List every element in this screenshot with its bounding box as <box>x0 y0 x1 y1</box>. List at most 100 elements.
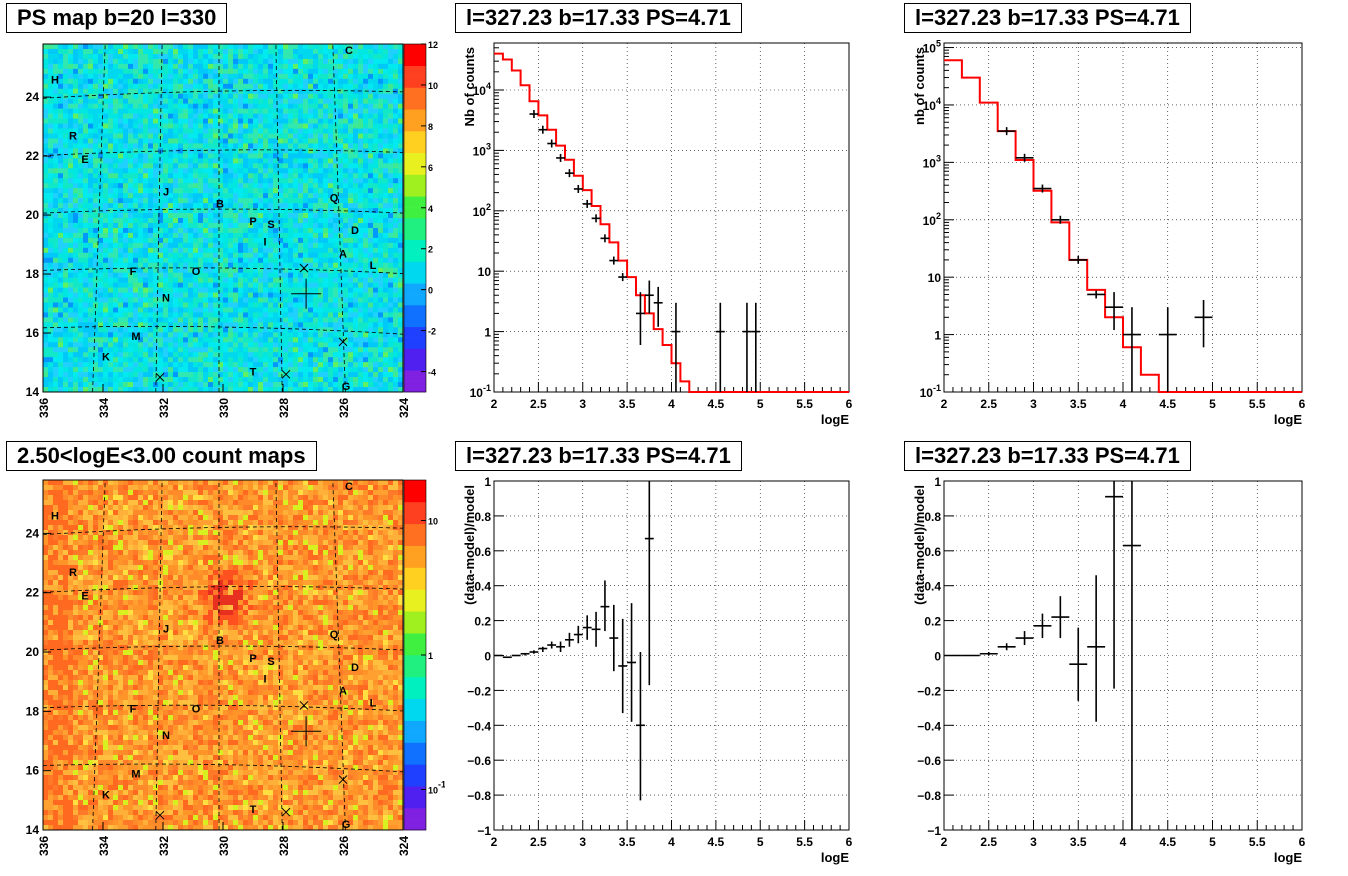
spectrum-title-2: l=327.23 b=17.33 PS=4.71 <box>904 3 1191 33</box>
data-point <box>671 302 681 392</box>
data-point <box>556 641 565 653</box>
y-tick-label: 0 <box>934 650 941 664</box>
x-tick-label: 2 <box>491 397 498 411</box>
chart-grid <box>493 43 850 393</box>
source-label-K: K <box>102 789 110 801</box>
spectrum-chart-1: 2 2.5 3 3.5 4 4.5 5 5.5 610-1110102103104logENb … <box>462 42 853 427</box>
y-tick-label: 0.6 <box>474 545 491 559</box>
color-palette <box>404 480 426 831</box>
palette-tick-label: 10 <box>428 516 438 526</box>
source-label-N: N <box>162 293 170 305</box>
source-label-S: S <box>267 656 274 668</box>
source-label-M: M <box>131 331 140 343</box>
data-point <box>979 652 998 656</box>
model-histogram <box>494 52 849 393</box>
candidate-marker <box>291 278 322 309</box>
x-tick-label: 2.5 <box>980 397 997 411</box>
x-tick-label: 6 <box>1299 397 1306 411</box>
x-tick-label: 3.5 <box>619 397 636 411</box>
map1-title: PS map b=20 l=330 <box>6 3 228 33</box>
source-label-F: F <box>130 266 137 278</box>
data-point <box>1015 153 1034 162</box>
spectrum-chart-2: 2 2.5 3 3.5 4 4.5 5 5.5 610-1110102103104105logE… <box>912 39 1306 427</box>
y-tick-label: 0.2 <box>924 615 941 629</box>
x-tick-label: 3 <box>579 397 586 411</box>
data-point <box>547 641 557 649</box>
y-tick-label: 0.8 <box>474 510 491 524</box>
data-point <box>600 580 610 632</box>
x-tick-label: 2.5 <box>530 397 547 411</box>
source-label-G: G <box>342 819 351 831</box>
palette-tick-label: 1 <box>428 651 433 661</box>
palette-tick-label: 8 <box>428 122 433 132</box>
data-point <box>1158 307 1177 392</box>
chart-grid <box>493 480 850 831</box>
data-point <box>520 652 530 656</box>
y-axis-label: Nb of counts <box>462 47 477 126</box>
y-tick-label: 10 <box>478 265 492 279</box>
y-tick-label: −0.8 <box>917 789 941 803</box>
x-axis-label: logE <box>821 850 849 865</box>
palette-tick-label: 10 <box>428 81 438 91</box>
source-label-H: H <box>51 511 59 523</box>
source-label-L: L <box>370 697 377 709</box>
data-point <box>591 611 601 647</box>
x-tick-label: 5.5 <box>1249 397 1266 411</box>
y-tick-label: 10-1 <box>920 383 941 400</box>
y-tick-label: 20 <box>26 208 40 222</box>
cross-marker <box>299 701 309 710</box>
x-tick-label: 5 <box>1209 397 1216 411</box>
x-tick-label: 3.5 <box>1070 835 1087 849</box>
residual-chart-2: 2 2.5 3 3.5 4 4.5 5 5.5 6 −1 −0.8 −0.6 −0.4 −0.2 0 0.2 0… <box>912 475 1306 865</box>
data-point <box>609 604 619 672</box>
cross-marker <box>299 263 309 273</box>
map-graticule <box>42 43 404 393</box>
cross-marker <box>155 372 165 382</box>
palette-tick-label: 4 <box>428 204 433 214</box>
data-point <box>1069 627 1088 701</box>
source-label-I: I <box>263 674 266 686</box>
source-label-O: O <box>192 703 201 715</box>
source-label-A: A <box>339 248 347 260</box>
x-tick-label: 5.5 <box>796 397 813 411</box>
x-tick-label: 3 <box>1030 397 1037 411</box>
palette-frame <box>403 43 427 393</box>
x-tick-label: 5.5 <box>1249 835 1266 849</box>
data-point <box>1051 596 1070 639</box>
data-point <box>1051 215 1070 224</box>
y-tick-label: 1 <box>934 475 941 489</box>
data-point <box>1123 307 1141 392</box>
map2-title: 2.50<logE<3.00 count maps <box>6 441 317 471</box>
model-histogram <box>944 59 1302 393</box>
x-tick-label: 4 <box>1120 397 1127 411</box>
source-label-P: P <box>249 216 256 228</box>
data-point <box>556 153 565 162</box>
y-tick-label: −1 <box>477 824 491 838</box>
y-tick-label: 18 <box>26 267 40 281</box>
y-tick-label: 22 <box>26 149 40 163</box>
data-point <box>636 652 645 801</box>
y-tick-label: −0.8 <box>467 789 491 803</box>
x-tick-label: 4 <box>668 835 675 849</box>
x-tick-label: 4 <box>1120 835 1127 849</box>
x-tick-label: 2 <box>491 835 498 849</box>
x-tick-label: 3 <box>579 835 586 849</box>
cross-marker <box>338 337 348 347</box>
y-tick-label: 14 <box>26 823 40 837</box>
data-point <box>582 615 592 640</box>
data-point <box>1033 613 1052 639</box>
x-axis-label: logE <box>1274 412 1302 427</box>
data-point <box>644 280 654 314</box>
y-tick-label: 0.8 <box>924 510 941 524</box>
palette-tick-label: 2 <box>428 245 433 255</box>
source-label-Q: Q <box>330 629 339 641</box>
y-tick-label: 103 <box>473 141 491 158</box>
source-label-S: S <box>267 219 274 231</box>
count-map: C H RE J B Q P SI DA L F O N M K T G 336 334 332 330 328 326 32… <box>26 479 445 856</box>
source-label-R: R <box>69 130 77 142</box>
x-tick-label: 334 <box>97 398 111 418</box>
x-tick-label: 330 <box>217 398 231 418</box>
y-tick-label: −0.4 <box>467 719 491 733</box>
source-label-E: E <box>81 591 88 603</box>
source-label-B: B <box>216 198 224 210</box>
